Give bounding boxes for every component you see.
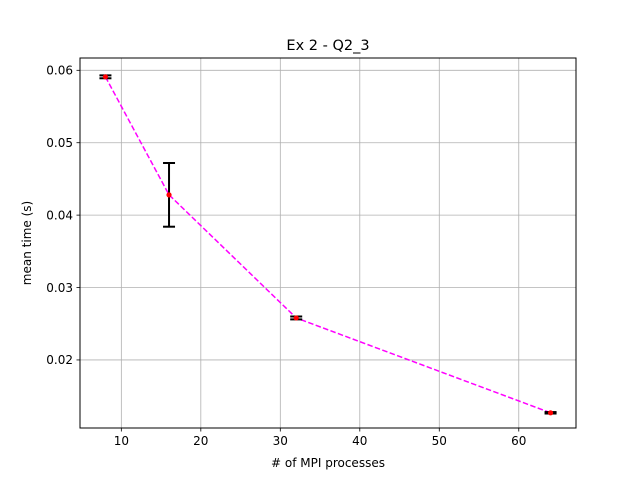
- y-tick-label: 0.05: [46, 136, 73, 150]
- x-tick-label: 40: [352, 434, 367, 448]
- x-tick-label: 30: [273, 434, 288, 448]
- series-line: [104, 76, 551, 414]
- data-point: [166, 192, 172, 198]
- axis-ticks: 10 20 30 40 50 60 0.02 0.03 0.04 0.05 0.06: [46, 64, 526, 448]
- plot-frame: [79, 57, 577, 429]
- x-tick-label: 60: [511, 434, 526, 448]
- x-tick-label: 50: [432, 434, 447, 448]
- y-axis-label: mean time (s): [20, 201, 34, 285]
- x-axis-label: # of MPI processes: [271, 456, 385, 470]
- x-tick-label: 20: [193, 434, 208, 448]
- data-point: [547, 410, 554, 416]
- grid: [80, 58, 576, 428]
- data-point: [102, 74, 109, 80]
- y-tick-label: 0.02: [46, 353, 73, 367]
- y-tick-label: 0.04: [46, 208, 73, 222]
- chart-title: Ex 2 - Q2_3: [286, 38, 369, 54]
- y-tick-label: 0.03: [46, 281, 73, 295]
- x-tick-label: 10: [114, 434, 129, 448]
- plot-data: [99, 74, 557, 416]
- data-point: [293, 315, 299, 321]
- y-tick-label: 0.06: [46, 64, 73, 78]
